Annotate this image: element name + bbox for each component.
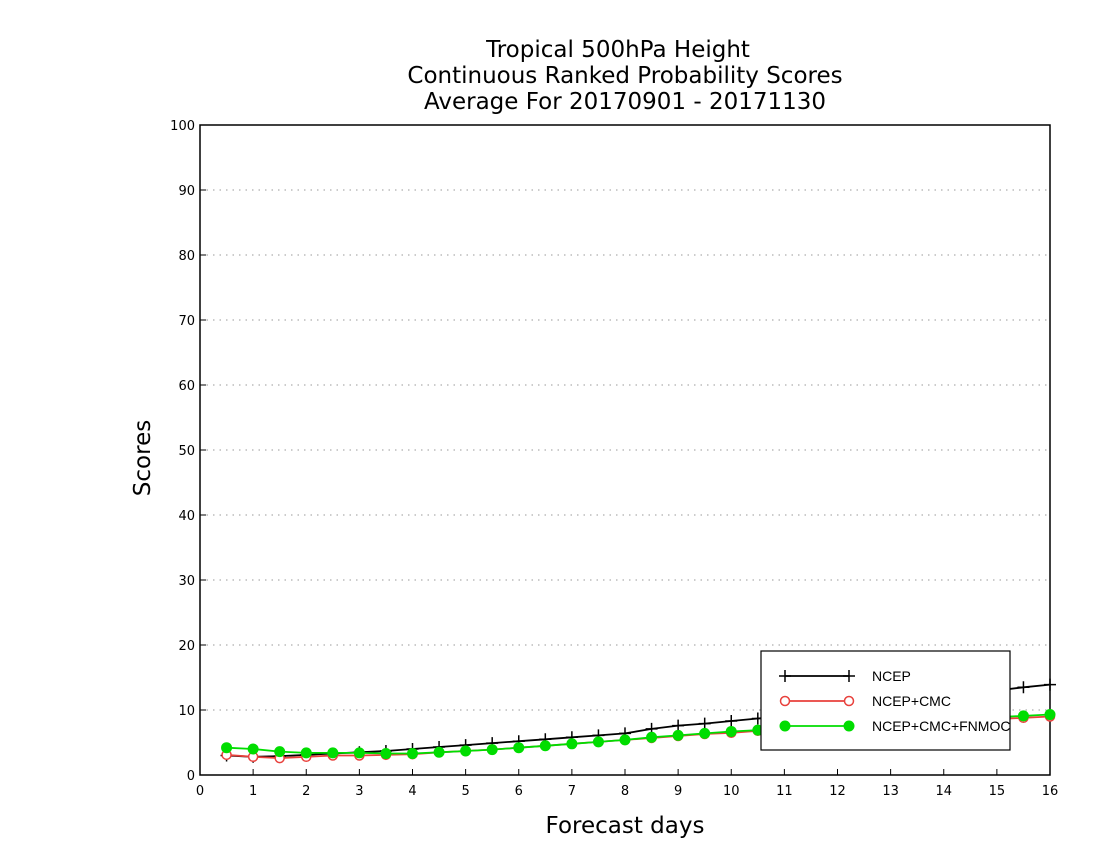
legend-entry-ncep-cmc-fnmoc: NCEP+CMC+FNMOC bbox=[779, 718, 1010, 734]
legend-marker bbox=[779, 720, 791, 732]
x-tick-label: 9 bbox=[674, 784, 682, 799]
x-tick-label: 1 bbox=[249, 784, 257, 799]
legend: NCEP NCEP+CMC NCEP+CMC+FNMOC bbox=[760, 650, 1011, 751]
legend-marker bbox=[779, 695, 791, 707]
legend-entry-ncep-cmc: NCEP+CMC bbox=[779, 693, 951, 709]
legend-label: NCEP bbox=[872, 668, 911, 684]
data-point-ncep bbox=[672, 719, 685, 732]
x-tick-label: 3 bbox=[355, 784, 363, 799]
grid-lines bbox=[200, 189, 1050, 711]
legend-marker bbox=[843, 695, 855, 707]
data-point-ncep-cmc-fnmoc bbox=[433, 746, 445, 758]
x-tick-label: 16 bbox=[1042, 784, 1059, 799]
chart-title-line-1: Tropical 500hPa Height bbox=[485, 37, 750, 63]
y-tick-label: 20 bbox=[178, 639, 195, 654]
data-point-ncep-cmc-fnmoc bbox=[672, 729, 684, 741]
chart-title-line-2: Continuous Ranked Probability Scores bbox=[407, 63, 842, 89]
chart-title-line-3: Average For 20170901 - 20171130 bbox=[424, 89, 826, 115]
data-point-ncep-cmc-fnmoc bbox=[1044, 709, 1056, 721]
data-point-ncep-cmc-fnmoc bbox=[566, 738, 578, 750]
data-point-ncep-cmc-fnmoc bbox=[407, 748, 418, 760]
x-tick-label: 11 bbox=[776, 784, 793, 799]
y-tick-label: 10 bbox=[178, 704, 195, 719]
data-point-ncep bbox=[1044, 678, 1056, 691]
legend-label: NCEP+CMC+FNMOC bbox=[872, 718, 1010, 734]
x-tick-label: 10 bbox=[723, 784, 740, 799]
x-tick-label: 13 bbox=[882, 784, 899, 799]
x-tick-label: 14 bbox=[935, 784, 952, 799]
y-tick-label: 40 bbox=[178, 509, 195, 524]
x-tick-label: 12 bbox=[829, 784, 846, 799]
legend-marker bbox=[843, 720, 855, 732]
legend-marker bbox=[843, 670, 855, 682]
data-point-ncep bbox=[698, 717, 711, 730]
data-point-ncep-cmc-fnmoc bbox=[513, 742, 525, 754]
y-tick-label: 60 bbox=[178, 379, 195, 394]
y-tick-label: 70 bbox=[178, 314, 195, 329]
x-tick-label: 5 bbox=[461, 784, 469, 799]
data-point-ncep-cmc-fnmoc bbox=[539, 740, 551, 752]
data-point-ncep-cmc-fnmoc bbox=[327, 747, 339, 759]
data-point-ncep-cmc-fnmoc bbox=[460, 745, 472, 757]
data-point-ncep bbox=[1017, 681, 1030, 694]
x-tick-label: 15 bbox=[989, 784, 1006, 799]
data-point-ncep-cmc-fnmoc bbox=[699, 727, 711, 739]
x-tick-label: 0 bbox=[196, 784, 204, 799]
y-tick-label: 50 bbox=[178, 444, 195, 459]
y-tick-label: 30 bbox=[178, 574, 195, 589]
legend-entry-ncep: NCEP bbox=[779, 668, 911, 684]
data-point-ncep-cmc-fnmoc bbox=[486, 744, 498, 756]
x-tick-label: 8 bbox=[621, 784, 629, 799]
x-tick-label: 4 bbox=[408, 784, 416, 799]
data-point-ncep-cmc-fnmoc bbox=[619, 734, 631, 746]
data-point-ncep-cmc-fnmoc bbox=[1017, 710, 1029, 722]
data-point-ncep-cmc-fnmoc bbox=[221, 742, 233, 754]
data-point-ncep bbox=[725, 715, 738, 728]
data-point-ncep-cmc-fnmoc bbox=[247, 743, 259, 755]
y-tick-label: 90 bbox=[178, 184, 195, 199]
x-axis-label: Forecast days bbox=[546, 813, 705, 839]
data-point-ncep-cmc-fnmoc bbox=[380, 748, 392, 760]
legend-marker bbox=[779, 670, 791, 682]
x-tick-label: 2 bbox=[302, 784, 310, 799]
y-axis-label: Scores bbox=[130, 420, 156, 496]
data-point-ncep-cmc-fnmoc bbox=[300, 747, 312, 759]
data-point-ncep-cmc-fnmoc bbox=[592, 736, 604, 748]
y-tick-label: 80 bbox=[178, 249, 195, 264]
data-point-ncep-cmc-fnmoc bbox=[274, 746, 286, 758]
x-tick-label: 7 bbox=[568, 784, 576, 799]
y-tick-label: 0 bbox=[187, 769, 195, 784]
data-point-ncep-cmc-fnmoc bbox=[725, 725, 737, 737]
x-tick-label: 6 bbox=[515, 784, 523, 799]
data-point-ncep-cmc-fnmoc bbox=[353, 747, 365, 759]
y-tick-label: 100 bbox=[170, 119, 195, 134]
legend-label: NCEP+CMC bbox=[872, 693, 951, 709]
data-point-ncep-cmc-fnmoc bbox=[646, 731, 658, 743]
